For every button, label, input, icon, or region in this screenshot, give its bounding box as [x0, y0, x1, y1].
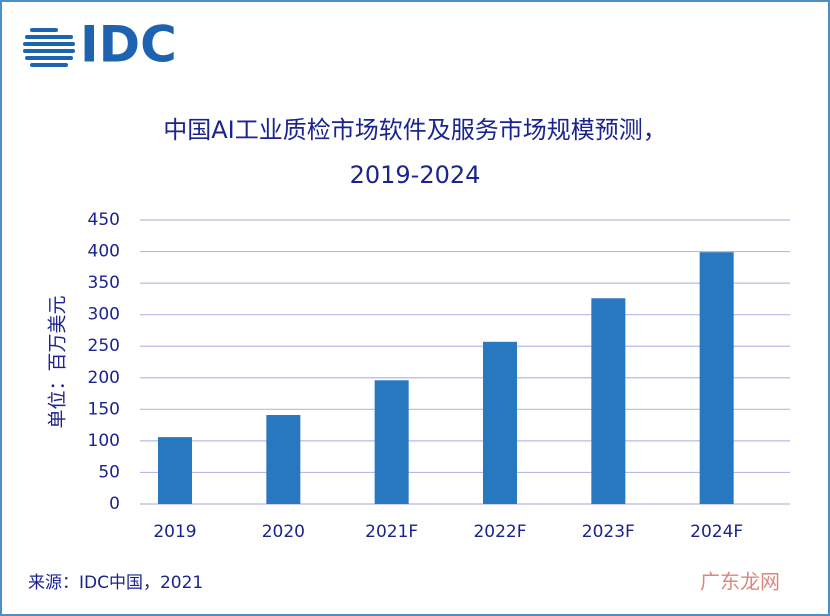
logo-text: IDC — [80, 16, 177, 74]
y-tick-label: 200 — [88, 368, 120, 388]
bar — [266, 415, 301, 504]
x-tick-label: 2019 — [153, 522, 196, 542]
y-tick-label: 300 — [88, 305, 120, 325]
bar — [483, 341, 517, 504]
chart-title: 中国AI工业质检市场软件及服务市场规模预测， — [163, 116, 667, 144]
watermark: 广东龙网 — [700, 570, 780, 594]
bar — [591, 298, 626, 504]
y-tick-label: 400 — [88, 242, 120, 262]
x-tick-label: 2023F — [582, 522, 635, 542]
bar — [699, 252, 734, 504]
y-tick-label: 350 — [88, 273, 120, 293]
source: 来源：IDC中国，2021 — [28, 573, 203, 593]
y-tick-label: 250 — [88, 336, 120, 356]
x-tick-label: 2021F — [365, 522, 418, 542]
y-tick-label: 50 — [98, 462, 120, 482]
x-tick-label: 2020 — [262, 522, 305, 542]
bar — [158, 437, 192, 504]
logo-globe — [23, 28, 75, 67]
y-tick-label: 100 — [88, 431, 120, 451]
y-tick-label: 450 — [88, 210, 120, 230]
y-axis-label: 单位：百万美元 — [47, 295, 69, 428]
bar — [374, 380, 409, 504]
y-tick-label: 150 — [88, 399, 120, 419]
x-tick-label: 2024F — [690, 522, 743, 542]
x-tick-label: 2022F — [473, 522, 526, 542]
y-tick-label: 0 — [109, 494, 120, 514]
chart-title: 2019-2024 — [350, 161, 481, 189]
